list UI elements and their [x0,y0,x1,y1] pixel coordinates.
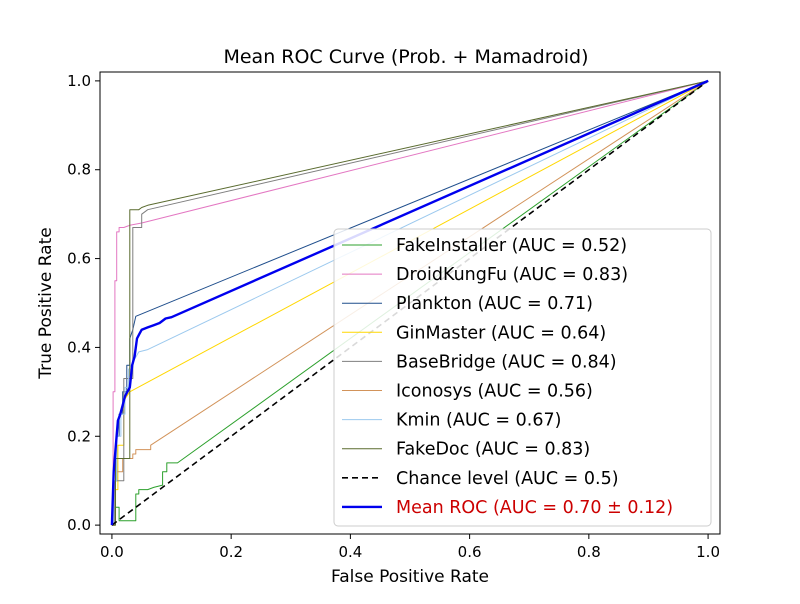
y-tick-label: 0.4 [67,338,91,356]
legend-label-2: Plankton (AUC = 0.71) [396,294,593,314]
legend-label-3: GinMaster (AUC = 0.64) [396,323,606,343]
legend-label-8: Chance level (AUC = 0.5) [396,469,619,489]
x-tick-label: 1.0 [696,543,720,561]
x-tick-label: 0.2 [219,543,243,561]
series-layer [110,79,709,526]
y-tick-label: 0.8 [67,161,91,179]
x-tick-label: 0.6 [458,543,482,561]
legend-label-1: DroidKungFu (AUC = 0.83) [396,265,628,285]
series-line-4 [111,80,709,526]
legend: FakeInstaller (AUC = 0.52) DroidKungFu (A… [333,228,712,527]
x-tick-label: 0.4 [338,543,362,561]
plot-frame [99,71,721,535]
series-line-0 [111,80,709,526]
y-tick-label: 0.0 [67,516,91,534]
x-tick-label: 0.8 [577,543,601,561]
legend-label-7: FakeDoc (AUC = 0.83) [396,440,590,460]
y-axis: 0.0 0.2 0.4 0.6 0.8 1.0 [67,72,100,534]
y-tick-label: 0.2 [67,427,91,445]
x-tick-label: 0.0 [100,543,124,561]
y-tick-label: 1.0 [67,72,91,90]
legend-box [333,228,712,527]
x-axis: 0.0 0.2 0.4 0.6 0.8 1.0 [100,534,720,561]
legend-label-4: BaseBridge (AUC = 0.84) [396,352,617,372]
x-axis-label: False Positive Rate [331,567,489,587]
legend-label-6: Kmin (AUC = 0.67) [396,411,561,431]
y-tick-label: 0.6 [67,250,91,268]
y-axis-label: True Positive Rate [36,227,56,379]
chart-title: Mean ROC Curve (Prob. + Mamadroid) [223,46,588,68]
legend-label-9: Mean ROC (AUC = 0.70 ± 0.12) [396,498,673,518]
legend-label-0: FakeInstaller (AUC = 0.52) [396,236,627,256]
series-line-7 [111,80,709,526]
legend-label-5: Iconosys (AUC = 0.56) [396,382,593,402]
series-line-9 [110,79,709,526]
